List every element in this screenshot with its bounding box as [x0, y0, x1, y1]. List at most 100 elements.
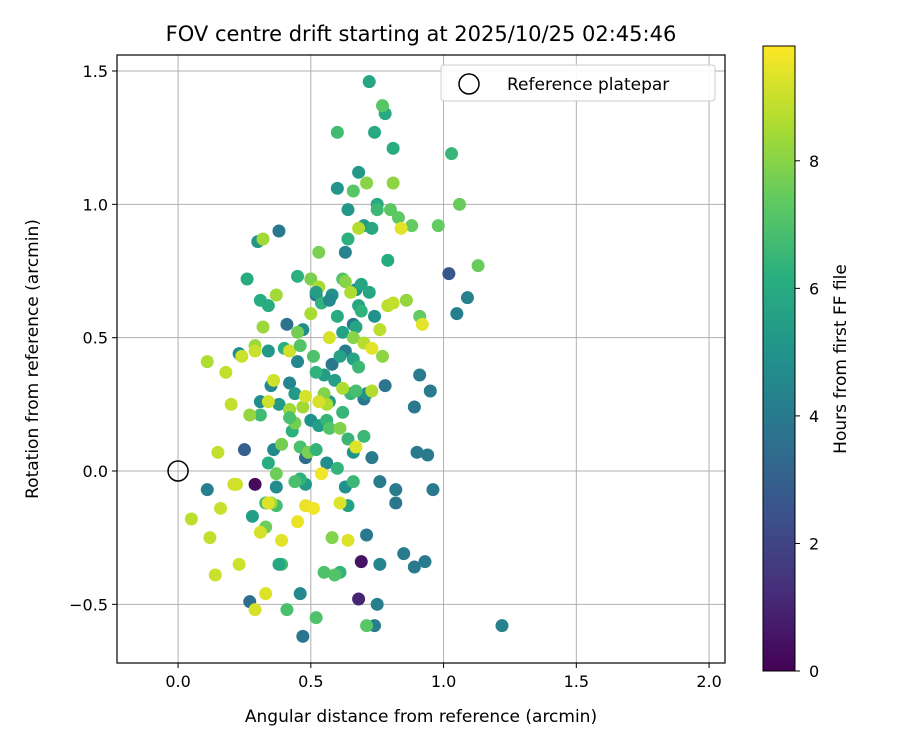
x-tick-label: 1.5 [564, 672, 589, 691]
data-point [259, 587, 273, 601]
data-point [333, 421, 347, 435]
data-point [354, 304, 368, 318]
data-point [349, 384, 363, 398]
data-point [336, 405, 350, 419]
data-point [365, 451, 379, 465]
data-point [283, 376, 297, 390]
data-point [346, 184, 360, 198]
data-point [349, 440, 363, 454]
data-point [360, 528, 374, 542]
data-point [341, 232, 355, 246]
data-point [413, 368, 427, 382]
colorbar-tick-label: 4 [809, 407, 819, 426]
data-point [330, 461, 344, 475]
x-tick-label: 0.0 [165, 672, 190, 691]
colorbar-tick-label: 0 [809, 662, 819, 681]
data-point [452, 197, 466, 211]
plot-frame [116, 54, 726, 664]
data-point [407, 400, 421, 414]
data-point [495, 619, 509, 633]
data-point [253, 408, 267, 422]
legend: Reference platepar [440, 64, 716, 102]
data-point [293, 339, 307, 353]
colorbar-tick-label: 8 [809, 152, 819, 171]
data-point [368, 309, 382, 323]
data-point [309, 365, 323, 379]
data-point [256, 232, 270, 246]
data-point [386, 141, 400, 155]
data-point [362, 285, 376, 299]
data-point [373, 557, 387, 571]
data-point [333, 349, 347, 363]
y-tick-label: 0.5 [83, 329, 108, 348]
legend-box [440, 64, 716, 102]
data-point [325, 357, 339, 371]
data-point [283, 411, 297, 425]
y-axis-label: Rotation from reference (arcmin) [23, 219, 43, 499]
data-point [248, 477, 262, 491]
data-point [386, 176, 400, 190]
data-point [322, 421, 336, 435]
data-point [391, 211, 405, 225]
y-tick-label: 0.0 [83, 462, 108, 481]
data-point [336, 381, 350, 395]
data-point [322, 331, 336, 345]
data-point [248, 344, 262, 358]
data-point [341, 203, 355, 217]
colorbar-ticks: 0 2 4 6 8 [795, 152, 819, 681]
chart-title: FOV centre drift starting at 2025/10/25 … [166, 22, 677, 46]
data-point [330, 309, 344, 323]
data-point [208, 568, 222, 582]
data-point [415, 317, 429, 331]
data-point [306, 349, 320, 363]
data-point [296, 629, 310, 643]
data-point [445, 147, 459, 161]
data-point [309, 285, 323, 299]
colorbar-tick-label: 2 [809, 534, 819, 553]
data-point [312, 395, 326, 409]
data-point [378, 379, 392, 393]
data-point [373, 475, 387, 489]
data-point [418, 555, 432, 569]
x-axis-label: Angular distance from reference (arcmin) [245, 707, 597, 727]
data-point [322, 293, 336, 307]
data-point [389, 496, 403, 510]
data-point [346, 475, 360, 489]
data-point [283, 344, 297, 358]
data-point [288, 387, 302, 401]
data-point [261, 344, 275, 358]
reference-marker-group [167, 460, 189, 482]
data-point [338, 275, 352, 289]
data-point [370, 597, 384, 611]
data-point [232, 557, 246, 571]
data-point [275, 437, 289, 451]
data-point [354, 277, 368, 291]
data-point [269, 480, 283, 494]
data-point [368, 125, 382, 139]
data-point [471, 259, 485, 273]
data-point [227, 477, 241, 491]
data-point [211, 445, 225, 459]
data-point [336, 325, 350, 339]
data-point [261, 299, 275, 313]
data-point [405, 219, 419, 233]
data-point [261, 456, 275, 470]
data-point [373, 323, 387, 337]
data-point [261, 395, 275, 409]
data-point [248, 603, 262, 617]
y-axis-ticks: −0.5 0.0 0.5 1.0 1.5 [69, 62, 117, 614]
data-point [296, 400, 310, 414]
colorbar: 0 2 4 6 8 Hours from first FF file [762, 45, 851, 681]
data-point [365, 384, 379, 398]
colorbar-gradient [762, 45, 796, 672]
data-point [362, 75, 376, 89]
data-point [399, 293, 413, 307]
data-point [352, 592, 366, 606]
data-point [291, 515, 305, 529]
data-point [325, 531, 339, 545]
data-point [314, 467, 328, 481]
data-point [407, 560, 421, 574]
data-point [376, 349, 390, 363]
data-point [235, 349, 249, 363]
